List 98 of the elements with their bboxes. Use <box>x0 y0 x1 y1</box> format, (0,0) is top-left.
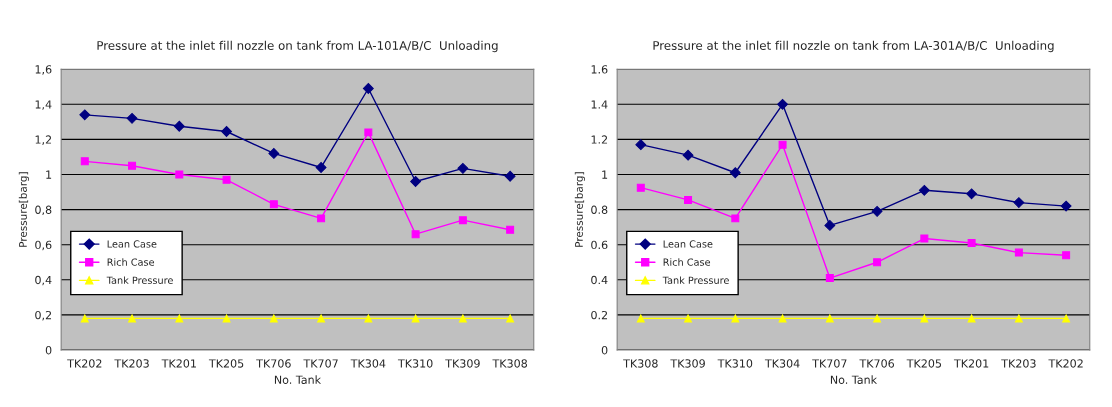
point <box>80 157 89 166</box>
x-axis-title: No. Tank <box>830 375 878 384</box>
y-tick-label: 1,2 <box>35 135 52 145</box>
x-tick-label: TK309 <box>670 359 705 368</box>
legend-label: Lean Case <box>663 240 713 248</box>
y-tick-label: 0.6 <box>591 240 608 250</box>
point <box>777 98 788 110</box>
point <box>317 214 326 223</box>
x-tick-label: TK309 <box>445 359 480 368</box>
x-tick-label: TK308 <box>492 359 528 368</box>
y-tick-label: 1 <box>46 170 52 179</box>
y-tick-label: 1.2 <box>591 135 608 144</box>
x-tick-label: TK304 <box>350 359 386 368</box>
point <box>682 149 694 161</box>
point <box>731 314 740 323</box>
point <box>458 216 467 225</box>
y-tick-label: 0,4 <box>35 275 52 286</box>
legend-label: Lean Case <box>107 240 157 248</box>
point <box>268 148 280 159</box>
y-tick-label: 0 <box>45 345 52 355</box>
chart-title: Pressure at the inlet fill nozzle on tank from LA-101A/B/C Unloading <box>97 40 498 53</box>
y-tick-label: 0 <box>601 345 608 355</box>
legend-label: Rich Case <box>107 258 155 266</box>
point <box>504 170 516 182</box>
x-tick-label: TK310 <box>397 359 433 368</box>
point <box>364 314 373 323</box>
y-axis-title: Pressure[barg] <box>18 172 29 247</box>
y-tick-label: 0.4 <box>591 275 608 285</box>
x-tick-label: TK201 <box>161 359 196 368</box>
point <box>175 314 184 323</box>
point <box>920 314 929 323</box>
x-tick-label: TK205 <box>906 359 942 368</box>
y-axis-title: Pressure[barg] <box>574 172 585 247</box>
point <box>967 238 976 247</box>
y-tick-label: 0,8 <box>35 205 52 216</box>
point <box>871 205 883 217</box>
point <box>918 184 930 196</box>
point <box>457 162 469 174</box>
legend-label: Tank Pressure <box>106 276 173 284</box>
x-tick-label: TK201 <box>953 359 989 368</box>
point <box>966 188 978 200</box>
point <box>1014 248 1023 257</box>
x-tick-label: TK707 <box>812 359 847 368</box>
point <box>80 314 89 323</box>
point <box>269 314 278 323</box>
x-tick-label: TK304 <box>764 359 800 368</box>
point <box>825 274 834 283</box>
point <box>410 176 422 187</box>
x-tick-label: TK202 <box>67 359 102 368</box>
point <box>222 175 231 184</box>
point <box>825 314 834 323</box>
point <box>128 161 137 170</box>
y-tick-label: 1 <box>602 170 608 179</box>
legend-label: Tank Pressure <box>662 276 729 284</box>
y-tick-label: 1,6 <box>35 65 52 75</box>
point <box>1014 314 1023 323</box>
point <box>778 140 787 149</box>
chart-title: Pressure at the inlet fill nozzle on tank from LA-301A/B/C Unloading <box>653 40 1054 53</box>
point <box>636 183 645 192</box>
point <box>362 83 374 94</box>
point <box>364 128 373 137</box>
point <box>684 195 693 204</box>
x-tick-label: TK205 <box>208 359 244 368</box>
point <box>1062 251 1071 260</box>
point <box>506 225 515 234</box>
x-tick-label: TK310 <box>717 359 753 368</box>
point <box>1060 200 1072 212</box>
y-tick-label: 0,6 <box>35 240 52 251</box>
point <box>729 167 741 179</box>
x-tick-label: TK202 <box>1048 359 1083 368</box>
point <box>920 234 929 243</box>
y-tick-label: 1.6 <box>591 65 608 74</box>
y-tick-label: 1,4 <box>35 100 52 110</box>
point <box>636 314 645 323</box>
point <box>1013 197 1025 209</box>
x-axis-title: No. Tank <box>274 375 322 384</box>
y-tick-label: 1.4 <box>591 100 608 109</box>
point <box>824 219 836 231</box>
x-tick-label: TK203 <box>1001 359 1036 368</box>
legend-label: Rich Case <box>663 258 711 266</box>
y-tick-label: 0.8 <box>591 205 608 214</box>
point <box>173 120 185 132</box>
point <box>411 230 420 239</box>
point <box>635 139 647 151</box>
x-tick-label: TK707 <box>303 359 338 368</box>
point <box>269 200 278 209</box>
x-tick-label: TK308 <box>623 359 658 368</box>
x-tick-label: TK203 <box>114 359 149 368</box>
point <box>731 214 740 223</box>
point <box>873 258 882 267</box>
point <box>126 112 138 124</box>
x-tick-label: TK706 <box>256 359 291 368</box>
point <box>221 126 232 137</box>
point <box>315 162 327 173</box>
y-tick-label: 0,2 <box>35 310 52 321</box>
y-tick-label: 0.2 <box>591 310 608 320</box>
x-tick-label: TK706 <box>859 359 895 368</box>
point <box>79 109 91 121</box>
